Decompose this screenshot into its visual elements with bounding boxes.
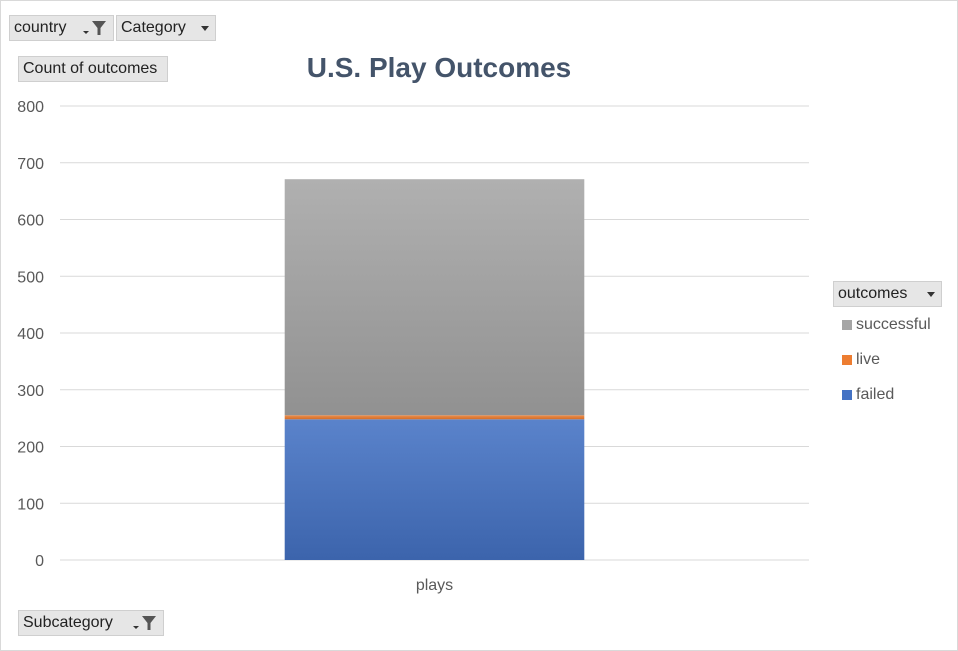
bar-successful-plays <box>284 179 585 416</box>
subcategory-filter-label: Subcategory <box>23 614 113 631</box>
legend-swatch <box>842 320 852 330</box>
category-filter-label: Category <box>121 19 186 36</box>
bar-failed-plays <box>284 419 585 560</box>
chart-title: U.S. Play Outcomes <box>307 52 572 83</box>
chevron-down-icon <box>201 25 209 31</box>
y-tick-label: 0 <box>35 553 44 570</box>
y-tick-label: 800 <box>17 99 44 116</box>
legend-label: successful <box>856 316 931 333</box>
legend-label: live <box>856 351 881 368</box>
legend-label: failed <box>856 386 895 403</box>
country-filter-label: country <box>14 19 67 36</box>
legend-swatch <box>842 355 852 365</box>
legend-item-failed: failed <box>842 386 894 404</box>
legend-item-live: live <box>842 351 880 369</box>
y-tick-label: 700 <box>17 156 44 173</box>
y-tick-label: 600 <box>17 213 44 230</box>
y-tick-label: 100 <box>17 496 44 513</box>
category-filter-button[interactable]: Category <box>116 15 216 41</box>
y-tick-label: 500 <box>17 269 44 286</box>
values-field-button[interactable]: Count of outcomes <box>18 56 168 82</box>
filter-icon <box>142 616 156 630</box>
chevron-down-icon <box>83 30 89 34</box>
legend-field-button[interactable]: outcomes <box>833 281 942 307</box>
bar-live-plays <box>284 415 585 420</box>
legend-field-label: outcomes <box>838 285 908 302</box>
x-tick-label: plays <box>416 577 453 594</box>
values-field-label: Count of outcomes <box>23 60 158 77</box>
filter-icon <box>92 21 106 35</box>
legend-item-successful: successful <box>842 316 931 334</box>
y-tick-label: 300 <box>17 383 44 400</box>
subcategory-filter-button[interactable]: Subcategory <box>18 610 164 636</box>
chevron-down-icon <box>133 625 139 629</box>
legend-swatch <box>842 390 852 400</box>
y-tick-label: 400 <box>17 326 44 343</box>
country-filter-button[interactable]: country <box>9 15 114 41</box>
chevron-down-icon <box>927 291 935 297</box>
y-tick-label: 200 <box>17 440 44 457</box>
